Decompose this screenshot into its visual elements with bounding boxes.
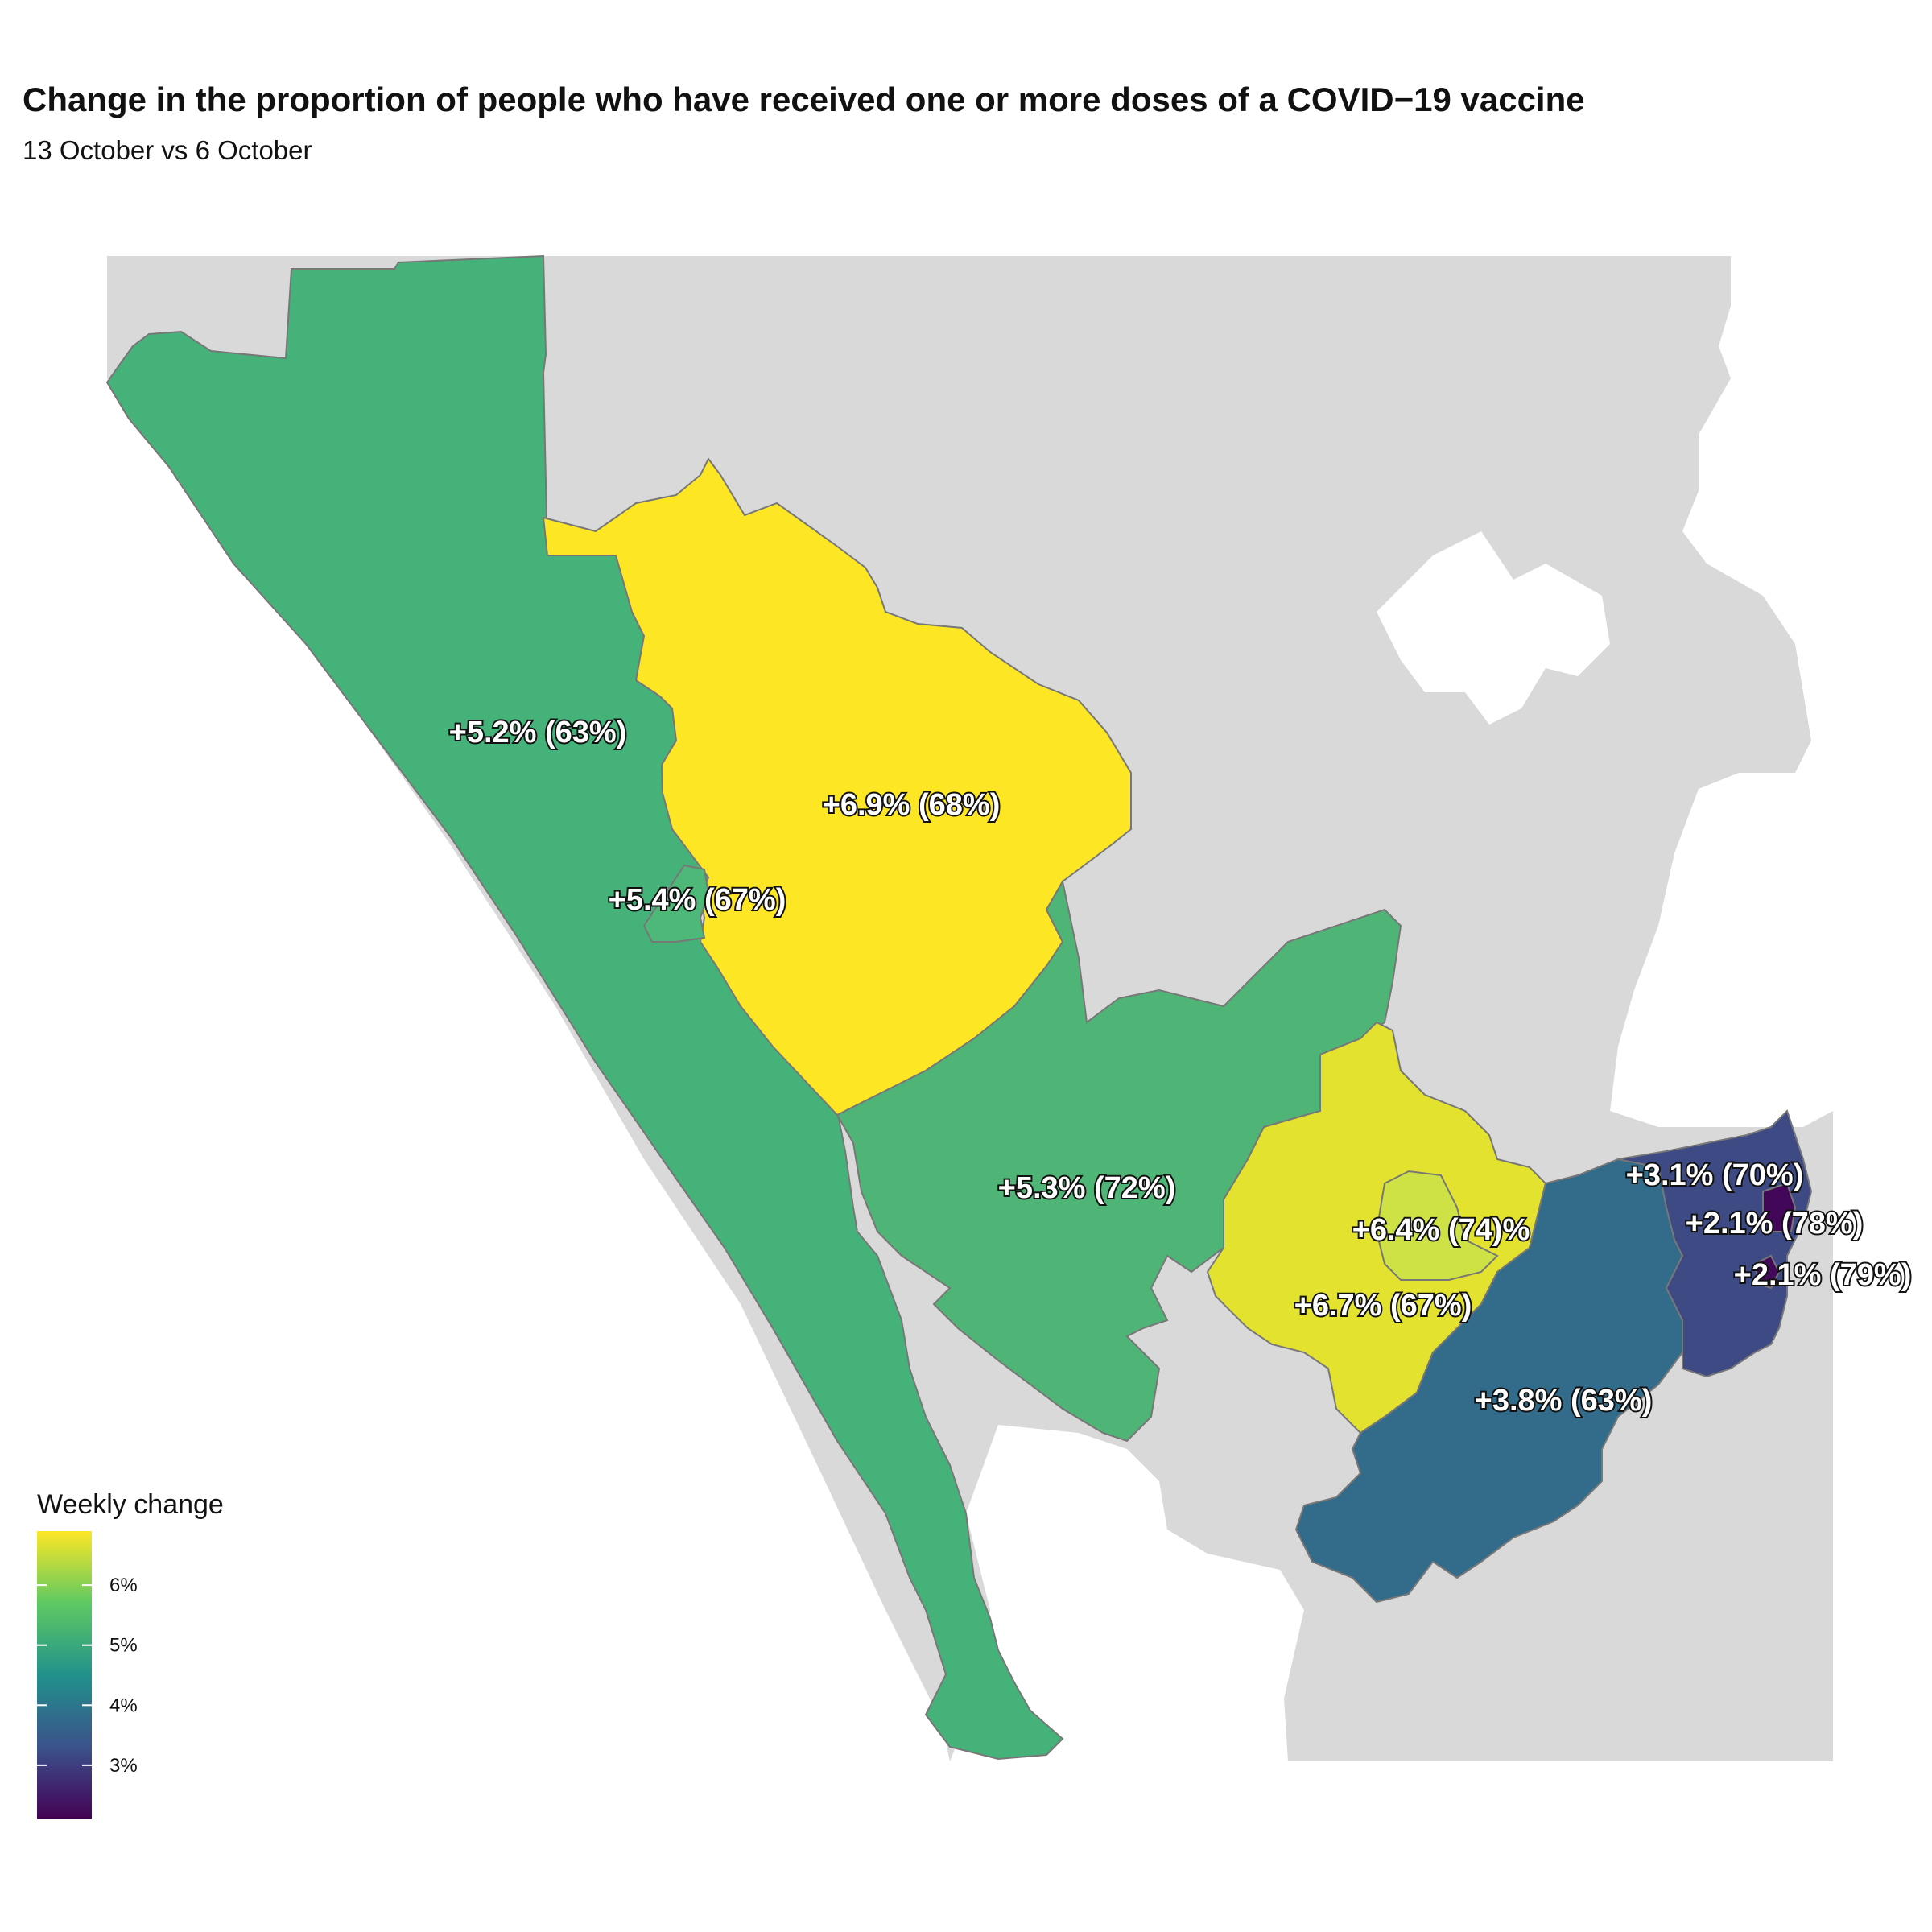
region-inner-town[interactable] bbox=[1375, 1170, 1499, 1281]
label-north-central: +6.9% (68%) bbox=[823, 788, 1001, 822]
region-small-central[interactable] bbox=[642, 864, 710, 943]
legend-tick-label: 3% bbox=[109, 1755, 138, 1777]
legend-tick-label: 6% bbox=[109, 1575, 138, 1596]
legend-tick-label: 5% bbox=[109, 1635, 138, 1657]
label-inner-town: +6.4% (74)% bbox=[1352, 1213, 1530, 1247]
region-east-south[interactable] bbox=[1753, 1254, 1781, 1290]
map-subtitle: 13 October vs 6 October bbox=[23, 135, 312, 165]
legend: Weekly change 3% 4% 5% 6% bbox=[37, 1489, 224, 1819]
harbour-inlet bbox=[1377, 531, 1610, 724]
ocean-south bbox=[950, 1425, 1304, 1761]
label-east-north: +2.1% (78%) bbox=[1686, 1207, 1864, 1241]
legend-tick-label: 4% bbox=[109, 1695, 138, 1716]
label-far-west: +5.2% (63%) bbox=[449, 716, 627, 749]
region-far-west[interactable] bbox=[105, 254, 1064, 1761]
label-central: +5.3% (72%) bbox=[998, 1171, 1176, 1205]
region-east[interactable] bbox=[1617, 1109, 1813, 1378]
region-east-north[interactable] bbox=[1762, 1182, 1797, 1232]
legend-title: Weekly change bbox=[37, 1489, 224, 1520]
label-southeast: +3.8% (63%) bbox=[1475, 1384, 1653, 1418]
legend-colorbar bbox=[37, 1531, 92, 1819]
ocean-east bbox=[1610, 256, 1833, 1127]
label-small-central: +5.4% (67%) bbox=[609, 883, 786, 917]
ocean-west bbox=[107, 378, 950, 1761]
map-title: Change in the proportion of people who h… bbox=[23, 80, 1585, 118]
label-town-west: +6.7% (67%) bbox=[1294, 1289, 1472, 1323]
legend-ticks: 3% 4% 5% 6% bbox=[37, 1575, 138, 1777]
label-east-south: +2.1% (79%) bbox=[1734, 1258, 1912, 1292]
label-east: +3.1% (70%) bbox=[1626, 1158, 1804, 1192]
